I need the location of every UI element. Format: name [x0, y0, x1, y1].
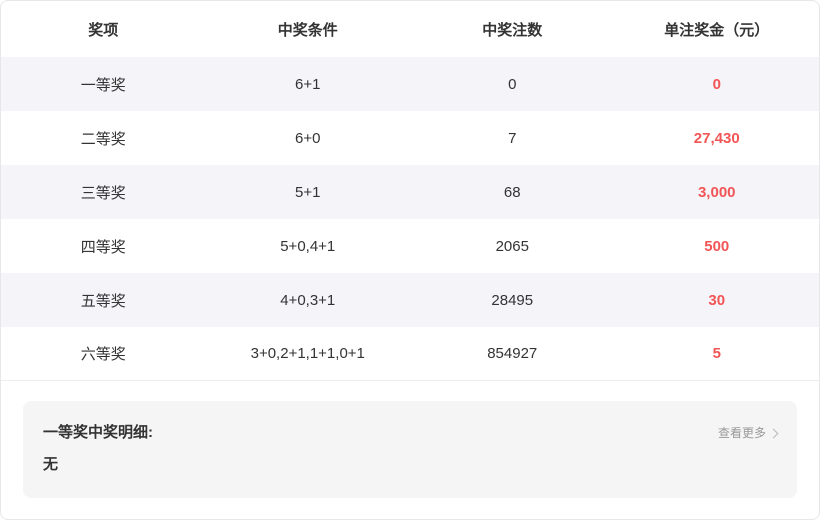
- column-header-amount: 单注奖金（元）: [664, 21, 770, 39]
- detail-panel-header: 一等奖中奖明细: 查看更多: [43, 423, 779, 443]
- win-condition: 6+1: [295, 75, 321, 93]
- winner-count: 854927: [487, 345, 538, 362]
- winner-count: 28495: [491, 291, 534, 309]
- prize-amount: 0: [712, 75, 721, 93]
- table-row: 二等奖 6+0 7 27,430: [1, 111, 819, 165]
- prize-table: 奖项 中奖条件 中奖注数 单注奖金（元） 一等奖 6+1 0 0 二等奖 6+0…: [1, 1, 819, 381]
- win-condition: 4+0,3+1: [280, 291, 336, 309]
- winner-count: 68: [503, 183, 521, 201]
- column-header-condition: 中奖条件: [277, 21, 338, 39]
- winner-count: 2065: [495, 237, 529, 255]
- prize-tier-label: 二等奖: [80, 130, 126, 148]
- table-row: 一等奖 6+1 0 0: [1, 57, 819, 111]
- prize-amount: 27,430: [693, 129, 740, 147]
- win-condition: 5+0,4+1: [280, 237, 336, 255]
- view-more-label: 查看更多: [717, 426, 766, 440]
- prize-amount: 500: [704, 237, 730, 255]
- win-condition: 6+0: [295, 129, 321, 147]
- table-row: 六等奖 3+0,2+1,1+1,0+1 854927 5: [1, 327, 819, 381]
- prize-amount: 5: [712, 345, 721, 362]
- prize-amount: 3,000: [697, 183, 736, 201]
- detail-panel-title: 一等奖中奖明细:: [43, 424, 153, 441]
- win-condition: 3+0,2+1,1+1,0+1: [250, 345, 365, 362]
- winner-count: 0: [508, 75, 517, 93]
- winner-count: 7: [508, 129, 517, 147]
- table-row: 三等奖 5+1 68 3,000: [1, 165, 819, 219]
- column-header-prize: 奖项: [88, 21, 119, 39]
- table-header-row: 奖项 中奖条件 中奖注数 单注奖金（元）: [1, 1, 819, 57]
- first-prize-detail-panel: 一等奖中奖明细: 查看更多 无: [23, 401, 797, 498]
- table-row: 四等奖 5+0,4+1 2065 500: [1, 219, 819, 273]
- prize-tier-label: 三等奖: [80, 184, 126, 202]
- win-condition: 5+1: [295, 183, 321, 201]
- prize-tier-label: 五等奖: [80, 292, 126, 310]
- prize-tier-label: 四等奖: [80, 238, 126, 256]
- prize-amount: 30: [708, 291, 726, 309]
- column-header-count: 中奖注数: [482, 21, 543, 39]
- view-more-link[interactable]: 查看更多: [717, 425, 779, 441]
- table-row: 五等奖 4+0,3+1 28495 30: [1, 273, 819, 327]
- prize-tier-label: 一等奖: [80, 76, 126, 94]
- prize-tier-label: 六等奖: [80, 346, 126, 363]
- chevron-right-icon: [768, 428, 779, 438]
- detail-panel-content: 无: [43, 456, 59, 473]
